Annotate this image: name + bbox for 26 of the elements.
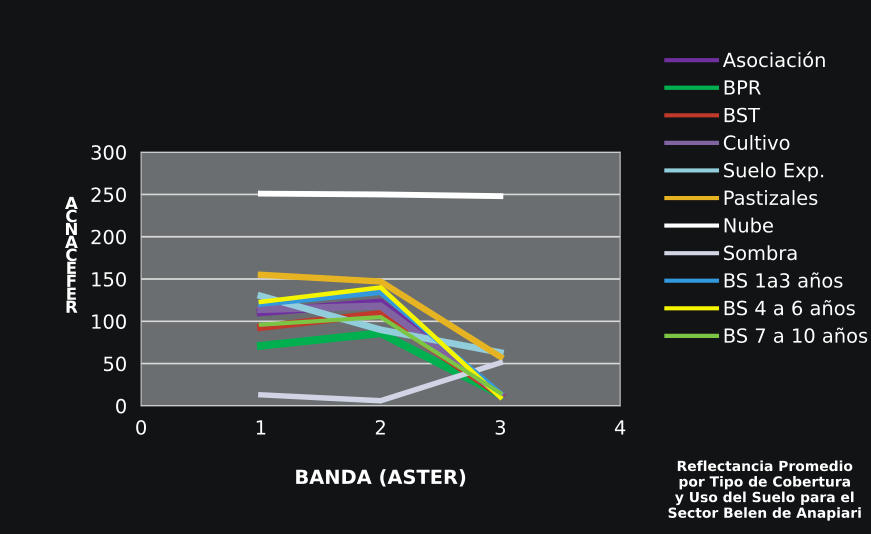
legend-label: BST (724, 108, 760, 122)
legend-label: BS 1a3 años (724, 272, 842, 288)
x-tick-label: 2 (376, 420, 385, 435)
y-tick-label: 50 (104, 356, 126, 372)
legend-label: Sombra (724, 245, 796, 260)
y-tick-label: 300 (92, 145, 126, 160)
x-axis-title: BANDA (ASTER) (296, 469, 466, 486)
legend-label: Cultivo (724, 134, 790, 150)
y-tick-label: 150 (92, 272, 126, 287)
text: ACNACEFER (65, 196, 78, 313)
x-tick-label: 0 (136, 420, 146, 435)
y-tick-label: 0 (116, 398, 126, 414)
y-tick-label: 250 (92, 187, 126, 202)
legend-label: BS 4 a 6 años (724, 300, 855, 316)
legend-label: Nube (724, 218, 773, 233)
text: Reflectancia Promedio por Tipo de Cobertura y Uso del Suelo para el Sector Belen de Anapiari (668, 460, 861, 521)
y-tick-label: 100 (92, 314, 126, 329)
x-tick-label: 4 (614, 420, 626, 435)
legend-label: BPR (724, 80, 761, 95)
x-tick-label: 3 (496, 420, 506, 435)
x-tick-label: 1 (256, 420, 266, 435)
legend-label: Suelo Exp. (724, 162, 824, 182)
y-tick-label: 200 (92, 230, 126, 244)
legend-label: Asociación (722, 51, 825, 68)
legend-label: Pastizales (724, 190, 818, 206)
legend-label: BS 7 a 10 años (724, 328, 868, 343)
